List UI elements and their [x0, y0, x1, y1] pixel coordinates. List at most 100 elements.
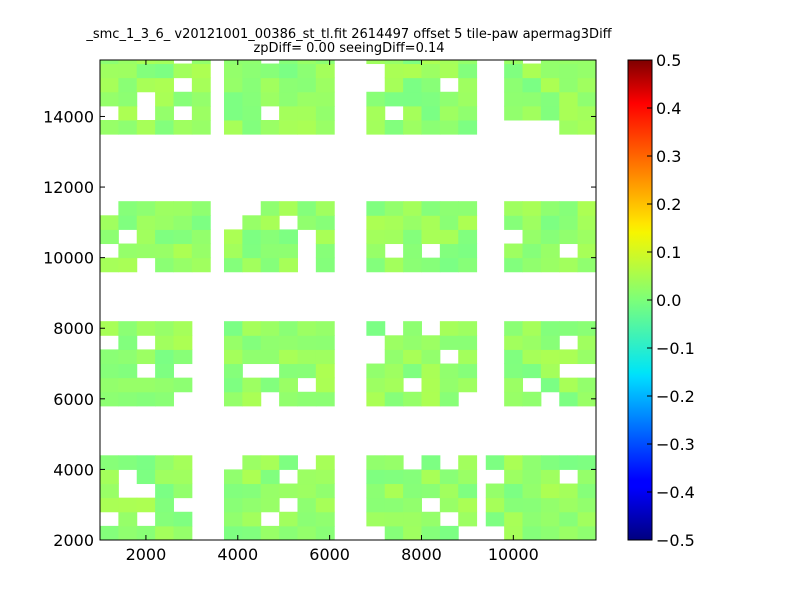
heatmap-cell: [421, 63, 441, 79]
heatmap-cell: [485, 455, 505, 470]
heatmap-cell: [559, 60, 579, 65]
heatmap-cell: [242, 455, 262, 470]
heatmap-cell: [577, 377, 597, 393]
heatmap-cell: [315, 363, 335, 379]
heatmap-cell: [100, 91, 119, 107]
heatmap-cell: [559, 377, 579, 393]
heatmap-cell: [260, 377, 280, 393]
heatmap-cell: [191, 105, 211, 121]
heatmap-cell: [155, 243, 174, 259]
heatmap-cell: [384, 60, 404, 65]
heatmap-cell: [559, 511, 579, 527]
heatmap-cell: [366, 243, 386, 259]
heatmap-cell: [118, 215, 138, 230]
heatmap-cell: [315, 63, 335, 79]
heatmap-cell: [504, 391, 524, 407]
heatmap-cell: [260, 63, 280, 79]
heatmap-cell: [421, 201, 441, 216]
heatmap-cell: [173, 335, 193, 350]
heatmap-cell: [242, 349, 262, 365]
heatmap-cell: [242, 321, 262, 336]
heatmap-cell: [421, 60, 441, 65]
heatmap-cell: [485, 511, 505, 527]
heatmap-cell: [403, 77, 422, 93]
heatmap-cell: [242, 257, 262, 273]
heatmap-cell: [403, 60, 422, 65]
heatmap-cell: [421, 77, 441, 93]
heatmap-cell: [403, 201, 422, 216]
heatmap-cell: [458, 469, 478, 485]
heatmap-cell: [522, 455, 542, 470]
heatmap-cell: [458, 243, 478, 259]
heatmap-cell: [577, 483, 597, 499]
heatmap-cell: [136, 201, 156, 216]
heatmap-cell: [173, 469, 193, 485]
heatmap-cell: [366, 120, 386, 135]
heatmap-cell: [224, 105, 243, 121]
heatmap-cell: [504, 215, 524, 230]
heatmap-cell: [577, 525, 597, 541]
heatmap-cell: [421, 511, 441, 527]
heatmap-cell: [173, 525, 193, 541]
heatmap-cell: [540, 455, 560, 470]
heatmap-cell: [559, 63, 579, 79]
heatmap-cell: [297, 335, 317, 350]
colorbar-tick-label: −0.5: [656, 531, 695, 550]
heatmap-cell: [260, 77, 280, 93]
heatmap-cell: [522, 469, 542, 485]
colorbar-tick-label: 0.0: [656, 291, 681, 310]
heatmap-cell: [384, 377, 404, 393]
heatmap-cell: [100, 77, 119, 93]
heatmap-cell: [136, 469, 156, 485]
heatmap-cell: [242, 525, 262, 541]
heatmap-cell: [403, 525, 422, 541]
heatmap-cell: [540, 363, 560, 379]
heatmap-cell: [439, 229, 459, 245]
heatmap-cell: [173, 455, 193, 470]
heatmap-cell: [504, 335, 524, 350]
heatmap-cell: [559, 497, 579, 513]
heatmap-cell: [540, 201, 560, 216]
heatmap-cell: [577, 511, 597, 527]
heatmap-cell: [297, 391, 317, 407]
heatmap-cell: [577, 63, 597, 79]
heatmap-cell: [522, 363, 542, 379]
heatmap-cell: [458, 511, 478, 527]
heatmap-cell: [384, 63, 404, 79]
heatmap-cell: [458, 321, 478, 336]
heatmap-cell: [118, 321, 138, 336]
heatmap-cell: [439, 391, 459, 407]
heatmap-cell: [279, 120, 298, 135]
heatmap-cell: [403, 497, 422, 513]
heatmap-cell: [439, 377, 459, 393]
heatmap-cell: [118, 377, 138, 393]
heatmap-cell: [384, 215, 404, 230]
heatmap-cell: [242, 335, 262, 350]
heatmap-cell: [540, 497, 560, 513]
heatmap-cell: [118, 120, 138, 135]
heatmap-cell: [577, 215, 597, 230]
heatmap-cell: [439, 525, 459, 541]
y-axis: 2000 4000 6000 8000 10000 12000 14000: [43, 107, 596, 550]
heatmap-cell: [260, 201, 280, 216]
colorbar-axis: 0.5 0.4 0.3 0.2 0.1 0.0 −0.1 −0.2 −0.3 −0.4 −0.5: [647, 51, 695, 550]
heatmap-cell: [403, 63, 422, 79]
heatmap-cell: [260, 120, 280, 135]
heatmap-cell: [242, 91, 262, 107]
heatmap-cell: [366, 511, 386, 527]
heatmap-cell: [458, 363, 478, 379]
heatmap-cell: [224, 335, 243, 350]
heatmap-cell: [559, 120, 579, 135]
heatmap-cell: [577, 455, 597, 470]
heatmap-cell: [384, 335, 404, 350]
heatmap-cell: [384, 363, 404, 379]
heatmap-cell: [504, 511, 524, 527]
heatmap-cell: [485, 497, 505, 513]
heatmap-cell: [458, 349, 478, 365]
heatmap-cell: [242, 63, 262, 79]
heatmap-cell: [439, 215, 459, 230]
heatmap-cell: [458, 483, 478, 499]
colorbar-tick-label: −0.3: [656, 435, 695, 454]
heatmap-cell: [136, 77, 156, 93]
heatmap-cell: [421, 525, 441, 541]
